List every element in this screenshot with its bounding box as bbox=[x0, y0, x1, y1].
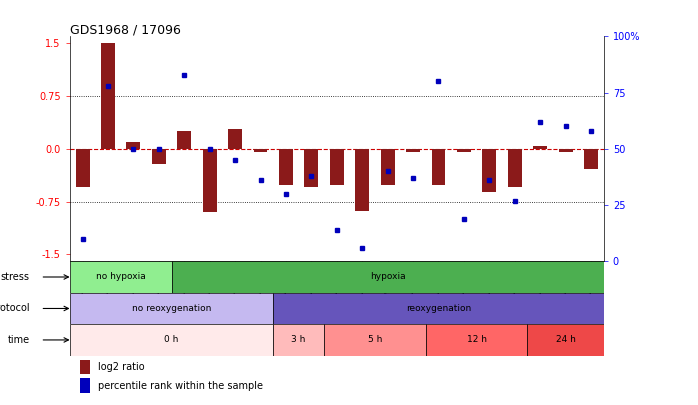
Bar bbox=[273, 293, 604, 324]
Bar bbox=[426, 324, 528, 356]
Bar bbox=[528, 324, 604, 356]
Text: no reoxygenation: no reoxygenation bbox=[132, 304, 211, 313]
Text: hypoxia: hypoxia bbox=[370, 273, 406, 281]
Bar bbox=[151, 149, 166, 164]
Bar bbox=[304, 149, 318, 188]
Text: time: time bbox=[8, 335, 30, 345]
Bar bbox=[172, 261, 604, 293]
Bar bbox=[228, 129, 242, 149]
Bar bbox=[533, 146, 547, 149]
Bar bbox=[70, 261, 172, 293]
Bar bbox=[101, 43, 115, 149]
Bar bbox=[75, 149, 89, 188]
Text: reoxygenation: reoxygenation bbox=[406, 304, 471, 313]
Text: protocol: protocol bbox=[0, 303, 30, 313]
Bar bbox=[482, 149, 496, 192]
Bar bbox=[253, 149, 267, 151]
Text: 5 h: 5 h bbox=[368, 335, 382, 344]
Bar bbox=[406, 149, 420, 151]
Text: no hypoxia: no hypoxia bbox=[96, 273, 145, 281]
Bar bbox=[80, 360, 90, 374]
Bar bbox=[584, 149, 598, 168]
Bar bbox=[80, 378, 90, 393]
Bar bbox=[279, 149, 293, 185]
Bar bbox=[380, 149, 394, 185]
Bar bbox=[507, 149, 522, 188]
Bar bbox=[431, 149, 445, 185]
Bar bbox=[457, 149, 471, 151]
Bar bbox=[324, 324, 426, 356]
Bar bbox=[329, 149, 344, 185]
Text: 3 h: 3 h bbox=[292, 335, 306, 344]
Text: 12 h: 12 h bbox=[467, 335, 487, 344]
Text: stress: stress bbox=[1, 272, 30, 282]
Bar bbox=[355, 149, 369, 211]
Bar bbox=[126, 142, 140, 149]
Text: log2 ratio: log2 ratio bbox=[98, 362, 144, 372]
Bar bbox=[177, 131, 191, 149]
Bar bbox=[558, 149, 572, 151]
Text: GDS1968 / 17096: GDS1968 / 17096 bbox=[70, 23, 181, 36]
Text: percentile rank within the sample: percentile rank within the sample bbox=[98, 381, 263, 391]
Bar bbox=[273, 324, 324, 356]
Text: 24 h: 24 h bbox=[556, 335, 576, 344]
Text: 0 h: 0 h bbox=[164, 335, 179, 344]
Bar bbox=[70, 324, 273, 356]
Bar bbox=[202, 149, 216, 212]
Bar bbox=[70, 293, 273, 324]
